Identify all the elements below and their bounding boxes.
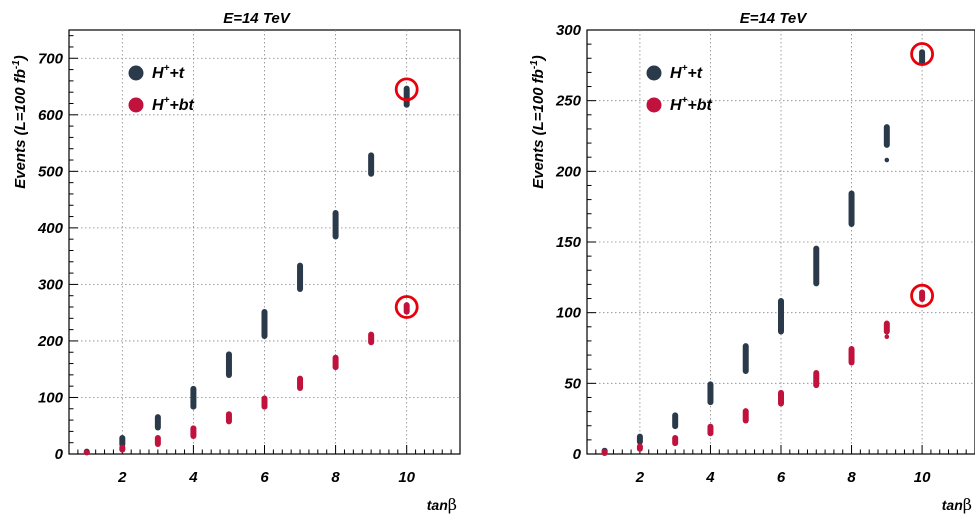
x-axis-label: tanβ bbox=[427, 495, 457, 514]
data-point-band bbox=[190, 385, 197, 410]
series-ht bbox=[83, 85, 410, 455]
legend-marker bbox=[128, 97, 144, 113]
x-tick-label: 10 bbox=[914, 469, 931, 486]
data-point-band bbox=[848, 346, 855, 366]
data-point-band bbox=[368, 152, 375, 177]
x-tick-label: 10 bbox=[398, 469, 415, 486]
data-point-band bbox=[601, 449, 608, 456]
data-point-band bbox=[919, 289, 926, 302]
data-point-band bbox=[636, 443, 643, 452]
data-point-band bbox=[332, 210, 339, 240]
highlight-circle bbox=[394, 77, 419, 102]
data-point-band bbox=[297, 375, 304, 391]
legend-label: H++bt bbox=[152, 95, 195, 114]
data-point-band bbox=[332, 354, 339, 371]
legend-label: H++t bbox=[152, 63, 185, 82]
y-tick-label: 400 bbox=[37, 220, 64, 237]
data-point bbox=[884, 334, 890, 339]
y-tick-label: 100 bbox=[38, 389, 64, 406]
data-point-band bbox=[403, 302, 410, 315]
data-point-band bbox=[297, 262, 304, 293]
data-point-band bbox=[813, 370, 820, 389]
y-axis-label: Events (L=100 fb-1) bbox=[11, 55, 29, 189]
y-tick-label: 300 bbox=[38, 276, 64, 293]
data-point bbox=[884, 157, 890, 163]
chart-title: E=14 TeV bbox=[223, 10, 292, 27]
x-tick-label: 6 bbox=[260, 469, 269, 486]
data-point-band bbox=[813, 245, 820, 287]
highlight-circle bbox=[910, 42, 934, 66]
x-tick-label: 2 bbox=[635, 469, 645, 486]
data-point-band bbox=[919, 49, 926, 66]
data-point-band bbox=[119, 444, 126, 453]
y-tick-label: 100 bbox=[556, 305, 582, 322]
y-tick-label: 600 bbox=[38, 107, 64, 124]
y-tick-label: 0 bbox=[55, 446, 64, 463]
data-point-band bbox=[225, 411, 232, 425]
y-tick-label: 0 bbox=[573, 446, 582, 463]
data-point-band bbox=[83, 449, 90, 456]
data-point-band bbox=[778, 297, 784, 335]
series-ht bbox=[601, 49, 926, 455]
data-point-band bbox=[119, 435, 126, 448]
data-point-band bbox=[261, 395, 268, 410]
x-tick-label: 8 bbox=[847, 469, 856, 486]
y-tick-label: 50 bbox=[564, 375, 581, 392]
y-tick-label: 150 bbox=[556, 234, 582, 251]
data-point-band bbox=[672, 435, 679, 447]
x-axis-label: tanβ bbox=[942, 495, 972, 514]
y-tick-label: 250 bbox=[555, 93, 582, 110]
y-tick-label: 500 bbox=[38, 163, 64, 180]
x-tick-label: 6 bbox=[777, 469, 786, 486]
y-tick-label: 200 bbox=[555, 163, 582, 180]
y-tick-label: 300 bbox=[556, 22, 582, 39]
data-point-band bbox=[883, 320, 890, 335]
x-tick-label: 4 bbox=[188, 469, 198, 486]
data-point-band bbox=[742, 408, 749, 424]
x-tick-label: 2 bbox=[117, 469, 127, 486]
data-point-band bbox=[154, 435, 161, 447]
legend-marker bbox=[128, 65, 144, 81]
chart-title: E=14 TeV bbox=[740, 10, 809, 27]
x-tick-label: 8 bbox=[331, 469, 340, 486]
y-axis-label: Events (L=100 fb-1) bbox=[529, 55, 547, 189]
data-point-band bbox=[154, 414, 161, 431]
highlight-circle bbox=[910, 283, 934, 308]
data-point-band bbox=[403, 85, 410, 108]
data-point-band bbox=[190, 425, 197, 440]
highlight-circle bbox=[394, 295, 419, 319]
data-point-band bbox=[368, 331, 375, 346]
series-hbt bbox=[601, 289, 926, 456]
data-point-band bbox=[742, 343, 749, 375]
data-point-band bbox=[778, 389, 784, 407]
data-point-band bbox=[707, 381, 714, 406]
y-tick-label: 200 bbox=[37, 333, 64, 350]
data-point-band bbox=[225, 351, 232, 378]
legend-label: H++t bbox=[670, 63, 703, 82]
legend-marker bbox=[646, 65, 662, 81]
legend-label: H++bt bbox=[670, 95, 713, 114]
x-tick-label: 4 bbox=[705, 469, 715, 486]
data-point-band bbox=[261, 308, 268, 339]
data-point-band bbox=[636, 433, 643, 445]
series-hbt bbox=[83, 302, 410, 456]
data-point-band bbox=[883, 124, 890, 148]
data-point-band bbox=[848, 190, 855, 228]
data-point-band bbox=[707, 423, 714, 437]
y-tick-label: 700 bbox=[38, 50, 64, 67]
data-point-band bbox=[672, 412, 679, 430]
legend-marker bbox=[646, 97, 662, 113]
